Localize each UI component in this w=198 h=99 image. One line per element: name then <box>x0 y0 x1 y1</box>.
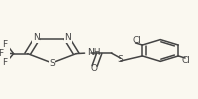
Text: S: S <box>49 59 55 68</box>
Text: F: F <box>0 49 4 58</box>
Text: O: O <box>90 64 97 73</box>
Text: N: N <box>65 33 71 42</box>
Text: S: S <box>118 55 124 64</box>
Text: F: F <box>2 58 7 67</box>
Text: N: N <box>33 33 39 42</box>
Text: NH: NH <box>88 48 101 57</box>
Text: Cl: Cl <box>132 36 141 45</box>
Text: Cl: Cl <box>182 56 190 65</box>
Text: F: F <box>2 40 7 49</box>
